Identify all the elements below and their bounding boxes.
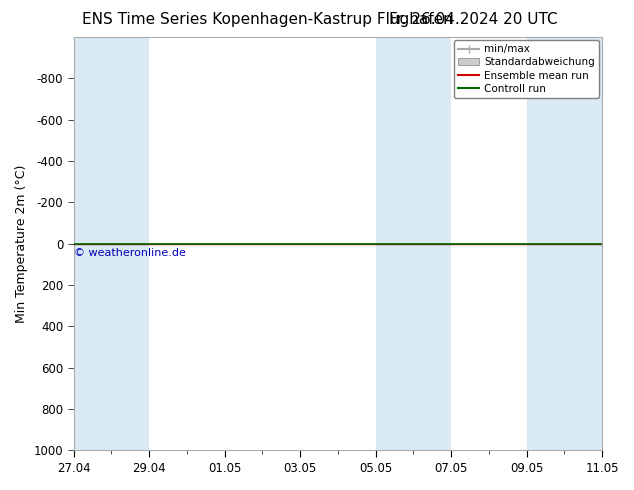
Y-axis label: Min Temperature 2m (°C): Min Temperature 2m (°C) <box>15 165 28 323</box>
Text: ENS Time Series Kopenhagen-Kastrup Flughafen: ENS Time Series Kopenhagen-Kastrup Flugh… <box>82 12 453 27</box>
Bar <box>527 37 602 450</box>
Legend: min/max, Standardabweichung, Ensemble mean run, Controll run: min/max, Standardabweichung, Ensemble me… <box>454 40 599 98</box>
Bar <box>376 37 451 450</box>
Bar <box>74 37 149 450</box>
Text: © weatheronline.de: © weatheronline.de <box>74 248 186 258</box>
Text: Fr. 26.04.2024 20 UTC: Fr. 26.04.2024 20 UTC <box>389 12 558 27</box>
